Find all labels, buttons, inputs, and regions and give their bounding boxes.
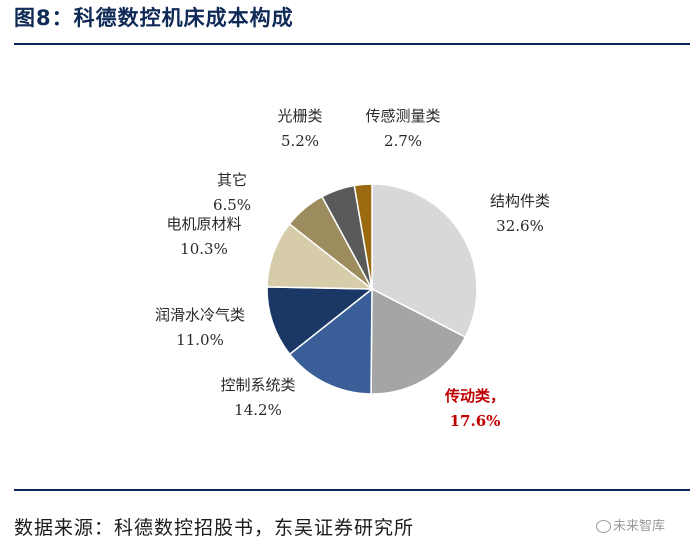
- chart-title: 图8：科德数控机床成本构成: [14, 6, 294, 30]
- pie-slice: [353, 183, 373, 290]
- slice-label: 控制系统类: [220, 376, 295, 394]
- pie-slice: [266, 286, 375, 356]
- slice-label: 光栅类: [277, 107, 322, 125]
- slice-percent-label: 10.3%: [180, 240, 228, 258]
- slice-label: 传感测量类: [365, 107, 440, 125]
- footer-divider: [14, 489, 690, 491]
- slice-percent-label: 2.7%: [384, 132, 422, 150]
- slice-percent-label: 32.6%: [496, 217, 544, 235]
- slice-label: 润滑水冷气类: [155, 306, 245, 324]
- source-note: 数据来源：科德数控招股书，东吴证券研究所: [14, 517, 415, 539]
- slice-label: 传动类，: [444, 387, 505, 405]
- pie-slice: [371, 183, 478, 339]
- slice-label: 电机原材料: [166, 215, 241, 233]
- slice-percent-label: 11.0%: [176, 331, 224, 349]
- slice-label: 其它: [217, 171, 247, 189]
- wechat-icon: [596, 520, 611, 533]
- watermark: 未来智库: [596, 515, 665, 534]
- pie-slice: [288, 287, 373, 395]
- title-divider: [14, 43, 690, 45]
- slice-percent-label: 6.5%: [213, 196, 251, 214]
- slice-label: 结构件类: [490, 192, 550, 210]
- slice-percent-label: 14.2%: [234, 401, 282, 419]
- slice-percent-label: 17.6%: [450, 412, 501, 430]
- slice-percent-label: 5.2%: [281, 132, 319, 150]
- watermark-text: 未来智库: [613, 519, 666, 534]
- pie-slice: [370, 287, 467, 395]
